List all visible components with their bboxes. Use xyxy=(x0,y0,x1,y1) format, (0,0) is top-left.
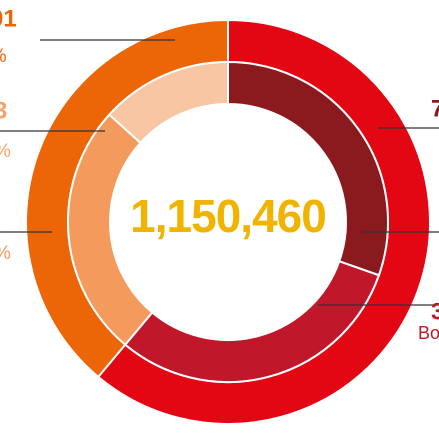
annotation: 7 xyxy=(431,95,439,122)
center-label: 1,150,460 xyxy=(130,190,326,242)
annotation: 3 xyxy=(0,97,7,124)
annotation: Bo xyxy=(418,323,439,343)
annotation: % xyxy=(0,243,11,264)
annotation: 3 xyxy=(431,298,439,325)
ring-segment xyxy=(107,60,229,145)
annotation: l 38.9 % xyxy=(0,46,7,67)
annotation: 01 xyxy=(0,5,17,32)
annotation: % xyxy=(0,141,11,162)
